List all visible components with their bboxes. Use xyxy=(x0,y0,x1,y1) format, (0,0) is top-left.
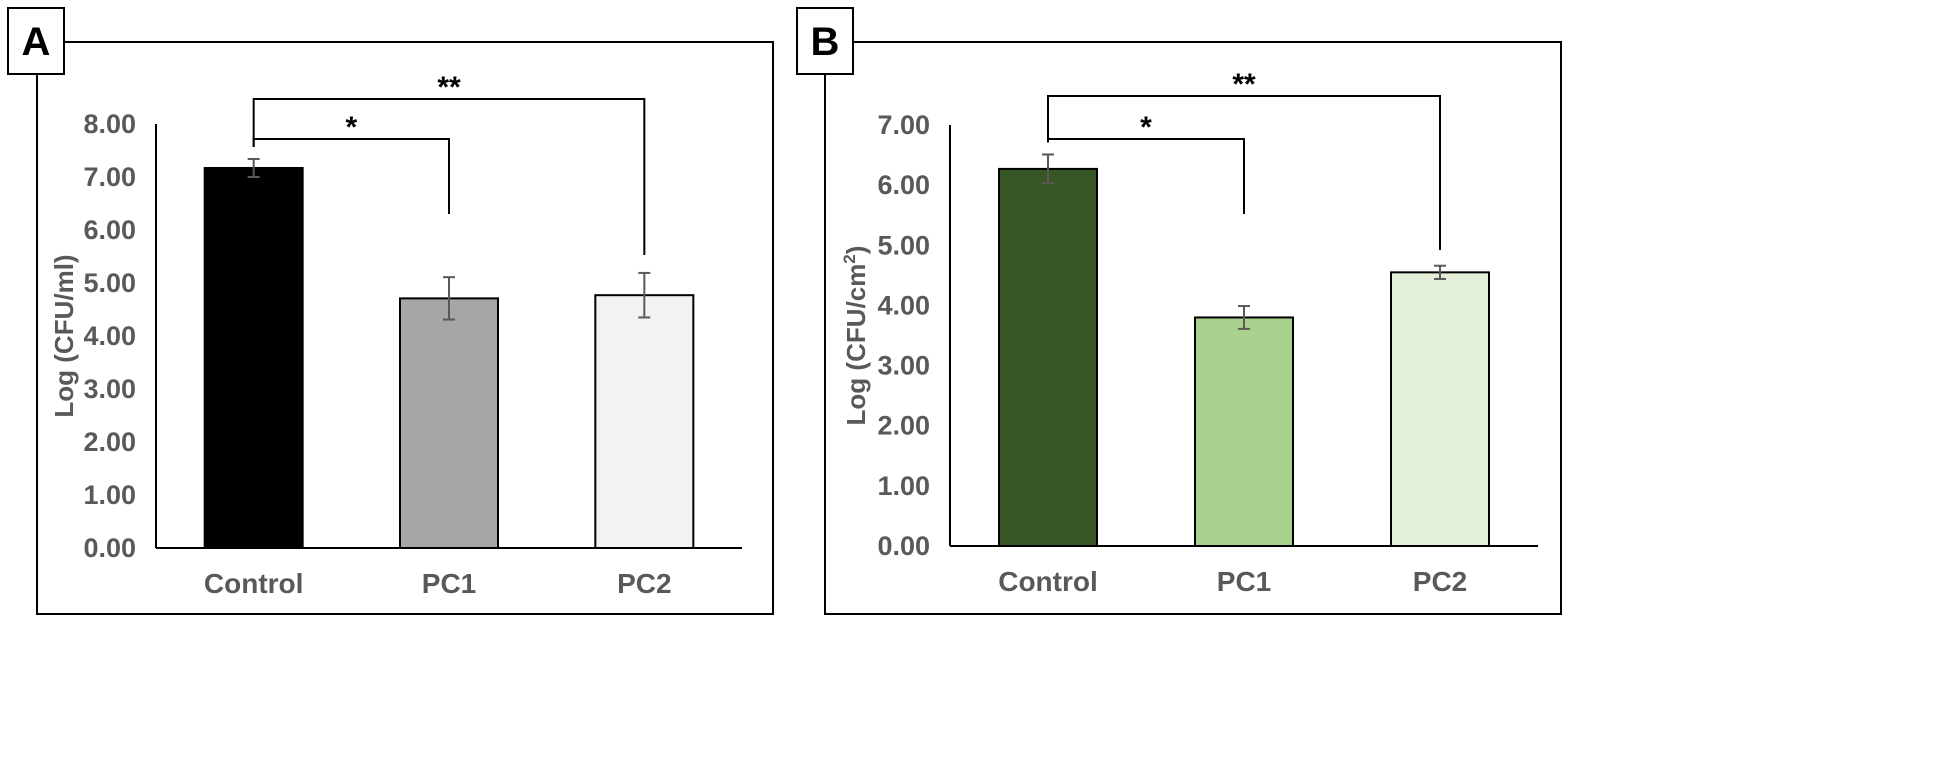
panel-b-y-tick-label: 0.00 xyxy=(877,531,930,561)
panel-b-y-tick-label: 2.00 xyxy=(877,411,930,441)
panel-a-tag-label: A xyxy=(22,20,51,64)
panel-a-y-tick-label: 0.00 xyxy=(83,533,136,563)
panel-a-y-tick-label: 1.00 xyxy=(83,480,136,510)
panel-a-bar-control xyxy=(203,166,304,550)
panel-a-y-tick-label: 5.00 xyxy=(83,268,136,298)
panel-a-y-tick-label: 7.00 xyxy=(83,162,136,192)
panel-a-significance-label: ** xyxy=(437,71,461,104)
panel-b-y-tick-label: 4.00 xyxy=(877,290,930,320)
panel-b-bar-pc2 xyxy=(1390,271,1490,547)
panel-b-significance-label: * xyxy=(1140,111,1152,144)
panel-a-significance-label: * xyxy=(345,111,357,144)
panel-b-x-category-label: PC2 xyxy=(1413,566,1467,597)
panel-a-bar-pc1 xyxy=(399,297,499,549)
panel-b-significance-label: ** xyxy=(1232,68,1256,101)
panel-a-y-tick-label: 2.00 xyxy=(83,427,136,457)
panel-b-frame xyxy=(824,41,1562,615)
panel-b-tag-box xyxy=(796,7,854,75)
panel-b-y-axis-label-superscript: 2 xyxy=(840,254,859,263)
panel-b-y-axis-label: Log (CFU/cm2) xyxy=(840,246,871,426)
panel-a-y-tick-label: 4.00 xyxy=(83,321,136,351)
panel-a-y-tick-label: 3.00 xyxy=(83,374,136,404)
panel-b-bar-control xyxy=(998,167,1098,547)
panel-b-y-tick-label: 3.00 xyxy=(877,351,930,381)
panel-a-chart: A 0.00 1.00 2.00 3.00 4.00 5.00 6.00 7.00 8.00 Log… xyxy=(7,7,774,615)
panel-a-y-tick-label: 6.00 xyxy=(83,215,136,245)
panel-a-y-tick-label: 8.00 xyxy=(83,109,136,139)
panel-a-tag-box xyxy=(7,7,65,75)
panel-a-x-category-label: PC2 xyxy=(617,568,671,599)
panel-a-bar-pc2 xyxy=(594,294,695,549)
panel-b-y-tick-label: 1.00 xyxy=(877,471,930,501)
panel-b-y-axis-label-text: Log (CFU/cm xyxy=(841,264,871,426)
panel-b-y-tick-label: 7.00 xyxy=(877,110,930,140)
panel-a-y-axis-label: Log (CFU/ml) xyxy=(49,254,79,417)
panel-a-x-category-label: Control xyxy=(204,568,304,599)
panel-a-significance-bracket xyxy=(252,98,646,255)
panel-a-y-axis-label-text: Log (CFU/ml) xyxy=(49,254,79,417)
panel-b-y-axis-label-suffix: ) xyxy=(841,246,871,255)
panel-b-x-category-label: PC1 xyxy=(1217,566,1271,597)
panel-b-y-tick-label: 5.00 xyxy=(877,230,930,260)
panel-b-chart: B 0.00 1.00 2.00 3.00 4.00 5.00 6.00 7.00 Log (CF… xyxy=(796,7,1562,615)
panel-b-x-category-label: Control xyxy=(998,566,1098,597)
panel-b-significance-bracket xyxy=(1047,95,1441,250)
panel-b-y-tick-label: 6.00 xyxy=(877,170,930,200)
panel-a-x-category-label: PC1 xyxy=(422,568,476,599)
panel-b-bar-pc1 xyxy=(1194,316,1294,548)
panel-a-frame xyxy=(36,41,774,615)
panel-b-tag-label: B xyxy=(811,20,840,64)
